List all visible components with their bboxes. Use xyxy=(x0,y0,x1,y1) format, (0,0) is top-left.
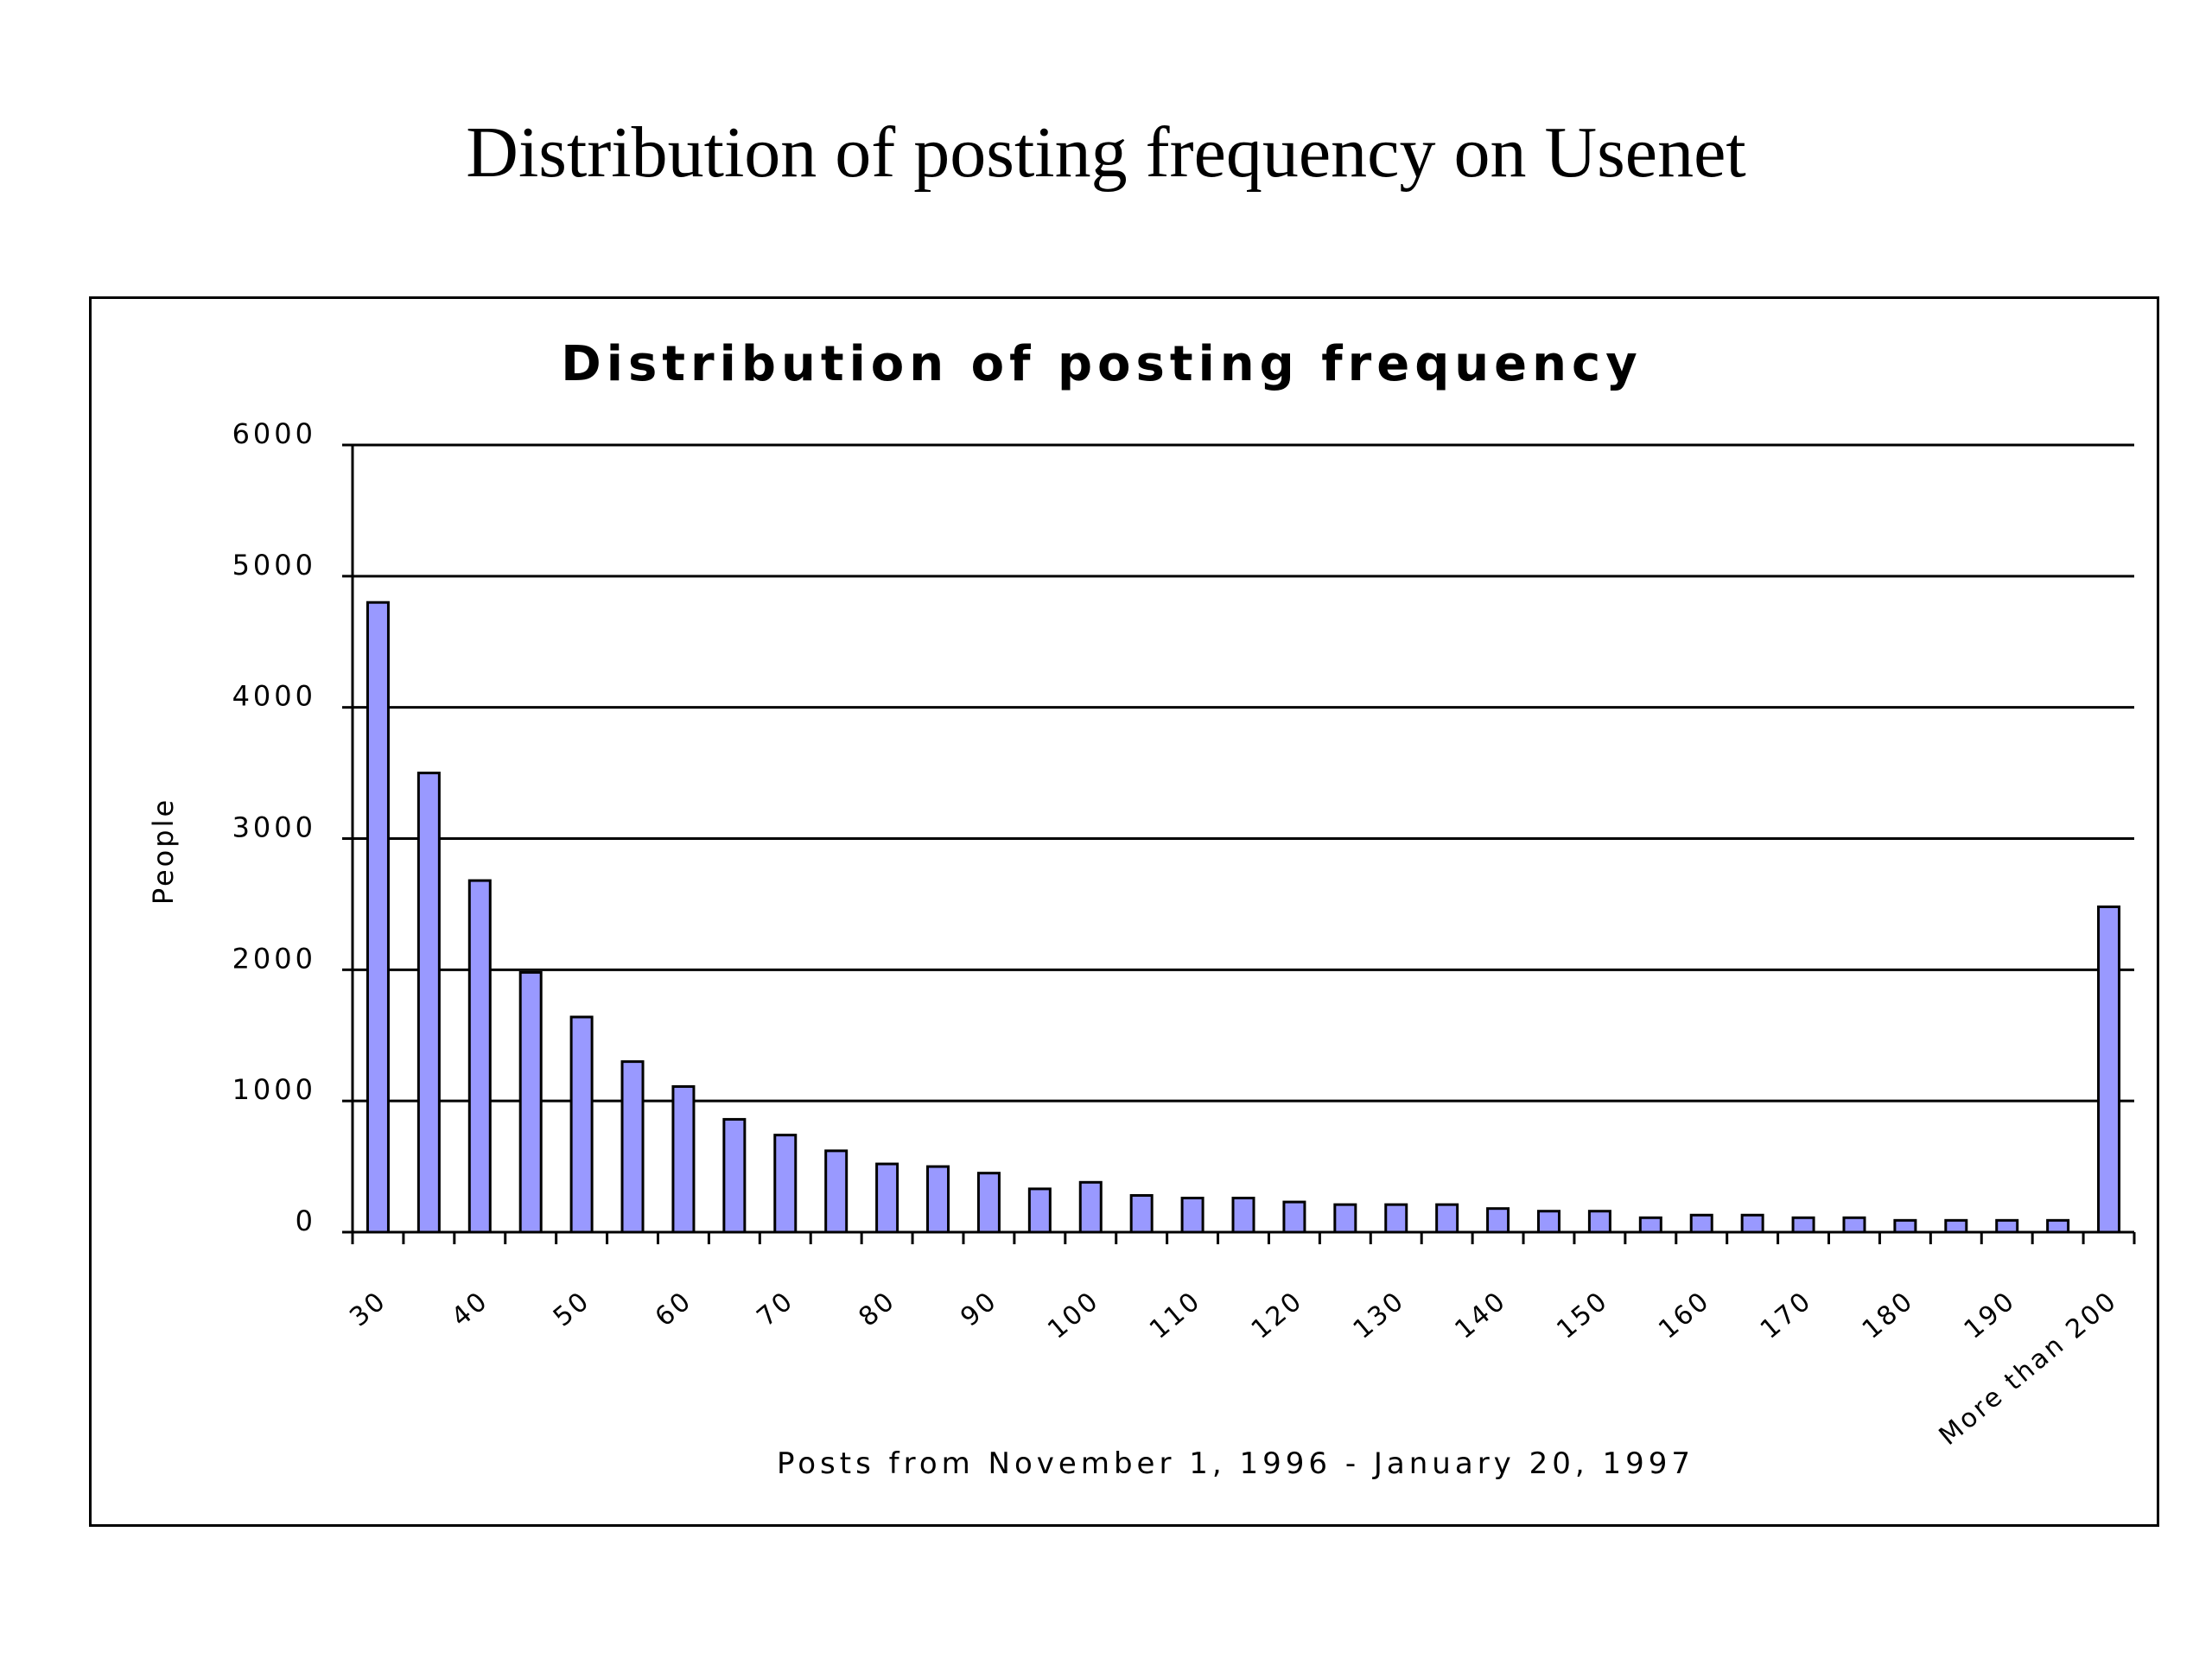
bar xyxy=(875,1162,899,1234)
bar xyxy=(1740,1213,1764,1234)
x-tick-label: 30 xyxy=(344,1285,392,1332)
x-tick-label: 150 xyxy=(1551,1285,1614,1344)
axes xyxy=(342,443,2136,1244)
bar xyxy=(1486,1207,1510,1234)
bar xyxy=(1893,1218,1917,1234)
bar xyxy=(416,772,441,1234)
bar xyxy=(620,1060,645,1234)
x-tick-label: 170 xyxy=(1755,1285,1818,1344)
x-tick-label: More than 200 xyxy=(1934,1285,2124,1452)
bar xyxy=(1333,1203,1357,1234)
bar xyxy=(1435,1203,1459,1234)
bar xyxy=(1995,1218,2019,1234)
bar xyxy=(1536,1210,1560,1234)
y-tick-labels: 0 1000 2000 3000 4000 5000 6000 xyxy=(232,417,316,1237)
x-tick-label: 120 xyxy=(1246,1285,1309,1344)
bar xyxy=(976,1172,1001,1234)
x-tick-label: 130 xyxy=(1348,1285,1411,1344)
chart-title: Distribution of posting frequency xyxy=(561,336,1642,392)
y-tick-label: 4000 xyxy=(232,680,316,713)
x-tick-label: 70 xyxy=(752,1285,800,1332)
bar xyxy=(1587,1210,1611,1234)
y-tick-label: 0 xyxy=(296,1205,316,1237)
bar xyxy=(1129,1193,1154,1234)
bar xyxy=(1231,1197,1255,1234)
x-tick-label: 50 xyxy=(548,1285,596,1332)
x-tick-label: 40 xyxy=(446,1285,494,1332)
bar xyxy=(671,1084,696,1234)
bar xyxy=(2046,1218,2070,1234)
x-tick-label: 140 xyxy=(1449,1285,1512,1344)
bar xyxy=(1027,1187,1052,1234)
bar xyxy=(1689,1213,1713,1234)
x-tick-label: 100 xyxy=(1042,1285,1105,1344)
bar xyxy=(365,601,390,1234)
x-tick-label: 160 xyxy=(1653,1285,1716,1344)
gridlines xyxy=(353,443,2134,1103)
bar xyxy=(1180,1197,1205,1234)
bar xyxy=(569,1015,594,1234)
bar xyxy=(2097,905,2121,1234)
x-axis-label: Posts from November 1, 1996 - January 20… xyxy=(777,1446,1694,1481)
bars xyxy=(365,601,2121,1234)
x-tick-label: 90 xyxy=(955,1285,1003,1332)
bar xyxy=(518,970,543,1234)
y-tick-label: 3000 xyxy=(232,811,316,844)
x-tick-label: 190 xyxy=(1959,1285,2022,1344)
y-tick-label: 5000 xyxy=(232,549,316,582)
bar xyxy=(824,1149,849,1234)
bar xyxy=(1384,1203,1408,1234)
y-tick-label: 6000 xyxy=(232,417,316,450)
x-tick-label: 180 xyxy=(1857,1285,1920,1344)
x-tick-label: 110 xyxy=(1144,1285,1207,1344)
y-axis-label: People xyxy=(147,798,180,905)
bar xyxy=(773,1134,798,1234)
bar xyxy=(1842,1216,1866,1234)
x-tick-labels: 30 40 50 60 70 80 90 100 110 120 130 140 150 160 170 18… xyxy=(344,1285,2123,1452)
bar xyxy=(467,879,492,1234)
y-tick-label: 1000 xyxy=(232,1073,316,1106)
bar xyxy=(1791,1216,1815,1234)
bar xyxy=(1078,1180,1103,1234)
bar xyxy=(1944,1218,1968,1234)
bar xyxy=(722,1117,747,1234)
x-tick-label: 80 xyxy=(853,1285,901,1332)
bar xyxy=(1282,1200,1306,1234)
slide-title: Distribution of posting frequency on Use… xyxy=(466,112,1746,193)
y-tick-label: 2000 xyxy=(232,942,316,975)
x-tick-label: 60 xyxy=(650,1285,698,1332)
bar xyxy=(926,1165,950,1234)
bar xyxy=(1638,1216,1662,1234)
